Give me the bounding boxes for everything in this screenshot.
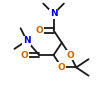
Text: N: N <box>23 36 31 45</box>
Text: O: O <box>21 51 29 60</box>
Text: O: O <box>58 63 66 72</box>
Text: O: O <box>35 26 43 35</box>
Text: O: O <box>66 51 74 60</box>
Text: N: N <box>50 9 57 18</box>
